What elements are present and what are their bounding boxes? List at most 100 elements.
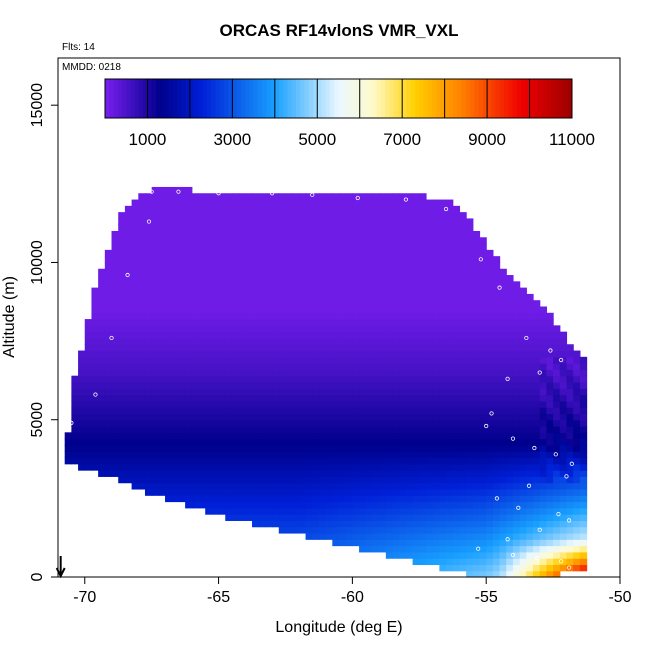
field-cell bbox=[211, 262, 220, 270]
field-cell bbox=[479, 388, 487, 396]
field-cell bbox=[124, 444, 133, 452]
field-cell bbox=[412, 388, 420, 396]
field-cell bbox=[546, 381, 554, 389]
field-cell bbox=[365, 319, 374, 326]
field-cell bbox=[292, 224, 300, 232]
field-cell bbox=[372, 319, 380, 326]
field-cell bbox=[185, 381, 193, 389]
field-cell bbox=[405, 193, 414, 201]
field-cell bbox=[158, 426, 166, 433]
field-cell bbox=[392, 413, 400, 421]
field-cell bbox=[265, 319, 273, 326]
field-cell bbox=[379, 381, 387, 389]
field-cell bbox=[345, 237, 353, 245]
field-cell bbox=[238, 256, 246, 264]
field-cell bbox=[372, 514, 380, 521]
field-cell bbox=[339, 363, 347, 370]
field-cell bbox=[124, 363, 133, 370]
field-cell bbox=[452, 375, 461, 383]
field-cell bbox=[312, 369, 320, 377]
field-cell bbox=[312, 381, 320, 389]
field-cell bbox=[258, 281, 266, 289]
field-cell bbox=[425, 344, 434, 352]
field-cell bbox=[546, 369, 554, 377]
field-cell bbox=[245, 262, 253, 270]
field-cell bbox=[178, 237, 186, 245]
field-cell bbox=[272, 482, 280, 490]
field-cell bbox=[432, 344, 440, 352]
field-cell bbox=[372, 507, 380, 515]
field-cell bbox=[98, 356, 106, 364]
field-cell bbox=[71, 451, 79, 459]
field-cell bbox=[272, 488, 280, 496]
field-cell bbox=[185, 350, 193, 358]
field-cell bbox=[71, 438, 79, 446]
field-cell bbox=[492, 394, 501, 402]
field-cell bbox=[479, 375, 487, 383]
field-cell bbox=[466, 407, 474, 415]
field-cell bbox=[405, 350, 414, 358]
field-cell bbox=[318, 281, 327, 289]
field-cell bbox=[225, 476, 233, 484]
field-cell bbox=[446, 507, 454, 515]
field-cell bbox=[111, 444, 119, 452]
field-cell bbox=[138, 451, 146, 459]
field-cell bbox=[399, 231, 407, 238]
field-cell bbox=[252, 312, 260, 320]
field-cell bbox=[104, 293, 113, 301]
field-cell bbox=[372, 407, 380, 415]
field-cell bbox=[191, 344, 200, 352]
field-cell bbox=[339, 413, 347, 421]
field-cell bbox=[198, 249, 206, 257]
field-cell bbox=[198, 388, 206, 396]
field-cell bbox=[131, 381, 139, 389]
field-cell bbox=[191, 193, 200, 201]
field-cell bbox=[372, 463, 380, 471]
field-cell bbox=[466, 495, 474, 503]
field-cell bbox=[205, 193, 213, 201]
field-cell bbox=[452, 526, 461, 534]
field-cell bbox=[385, 212, 394, 220]
field-cell bbox=[539, 457, 547, 465]
field-cell bbox=[278, 344, 287, 352]
field-cell bbox=[111, 249, 119, 257]
field-cell bbox=[231, 394, 240, 402]
colorbar-frame bbox=[104, 78, 573, 119]
field-cell bbox=[432, 394, 440, 402]
field-cell bbox=[533, 394, 541, 402]
field-cell bbox=[272, 413, 280, 421]
field-cell bbox=[111, 312, 119, 320]
field-cell bbox=[198, 407, 206, 415]
field-cell bbox=[312, 212, 320, 220]
field-cell bbox=[185, 413, 193, 421]
field-cell bbox=[305, 369, 313, 377]
field-cell bbox=[185, 407, 193, 415]
field-cell bbox=[325, 337, 333, 345]
field-cell bbox=[238, 356, 246, 364]
field-cell bbox=[185, 218, 193, 226]
field-cell bbox=[385, 300, 394, 308]
field-cell bbox=[359, 470, 367, 477]
field-cell bbox=[325, 363, 333, 370]
field-cell bbox=[559, 564, 568, 572]
field-cell bbox=[553, 325, 561, 333]
field-cell bbox=[466, 558, 474, 566]
field-cell bbox=[339, 312, 347, 320]
field-cell bbox=[573, 495, 581, 503]
field-cell bbox=[432, 482, 440, 490]
field-cell bbox=[265, 520, 273, 528]
field-cell bbox=[151, 237, 159, 245]
field-cell bbox=[272, 438, 280, 446]
field-cell bbox=[218, 451, 226, 459]
field-cell bbox=[359, 243, 367, 251]
field-cell bbox=[459, 551, 467, 559]
field-cell bbox=[312, 495, 320, 503]
field-cell bbox=[385, 451, 394, 459]
field-cell bbox=[332, 325, 340, 333]
field-cell bbox=[231, 331, 240, 339]
field-cell bbox=[439, 444, 447, 452]
field-cell bbox=[171, 344, 180, 352]
field-cell bbox=[312, 287, 320, 295]
field-cell bbox=[385, 407, 394, 415]
field-cell bbox=[439, 331, 447, 339]
